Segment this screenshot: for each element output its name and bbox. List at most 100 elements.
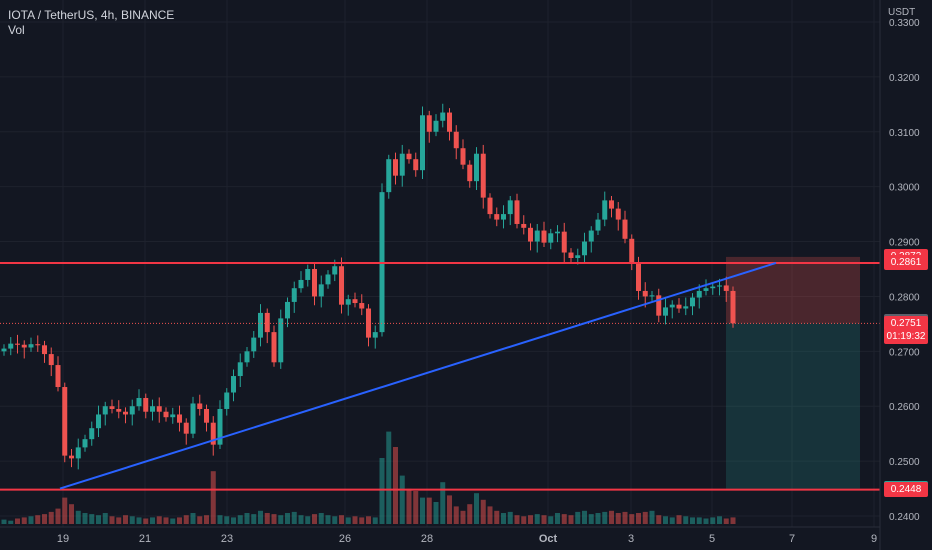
candle-body <box>521 223 527 228</box>
candle-body <box>588 230 594 242</box>
volume-bar <box>339 515 344 524</box>
volume-bar <box>170 518 176 524</box>
volume-bar <box>534 514 540 524</box>
volume-bar <box>460 510 466 524</box>
candle-body <box>96 414 101 429</box>
volume-bar <box>514 515 520 524</box>
volume-bar <box>210 471 216 524</box>
price-tick-label: 0.2500 <box>889 457 920 468</box>
candle-body <box>399 153 405 176</box>
volume-bar <box>717 516 722 524</box>
volume-bar <box>683 516 689 524</box>
volume-bar <box>622 511 628 524</box>
candle-body <box>636 263 641 291</box>
volume-bar <box>730 517 736 524</box>
time-tick-label: 5 <box>709 533 715 545</box>
volume-bar <box>318 513 324 524</box>
candle-body <box>555 231 560 234</box>
volume-bar <box>305 516 311 524</box>
volume-bar <box>82 513 88 524</box>
candle-body <box>696 290 702 298</box>
volume-bar <box>413 491 419 524</box>
candle-body <box>528 227 533 242</box>
volume-bar <box>8 520 14 524</box>
candle-body <box>676 304 682 309</box>
candle-body <box>690 297 695 307</box>
price-tick-label: 0.2600 <box>889 402 920 413</box>
volume-bar <box>109 516 115 524</box>
candle-body <box>582 241 587 256</box>
volume-bar <box>271 514 277 524</box>
volume-bar <box>440 482 446 524</box>
candle-body <box>264 312 270 333</box>
volume-bar <box>521 516 527 524</box>
volume-indicator-label[interactable]: Vol <box>8 23 25 37</box>
candle-body <box>285 301 290 319</box>
volume-bar <box>406 488 412 524</box>
candle-body <box>386 159 392 193</box>
volume-bar <box>366 516 371 524</box>
candle-body <box>143 397 149 412</box>
candle-body <box>548 233 554 243</box>
candle-body <box>426 115 432 132</box>
candle-body <box>420 115 425 171</box>
time-tick-label: 23 <box>221 533 233 545</box>
candle-body <box>197 403 203 409</box>
volume-bar <box>723 518 729 524</box>
candle-body <box>244 351 250 363</box>
candle-body <box>48 354 54 366</box>
time-axis-ticks: 19 21 23 26 28 Oct 3 5 7 9 <box>57 533 877 545</box>
volume-bar <box>28 516 34 524</box>
volume-bar <box>507 511 513 524</box>
volume-bar <box>15 518 20 524</box>
volume-bar <box>231 517 236 524</box>
price-axis-label: 0.2448 <box>884 482 928 498</box>
candle-body <box>123 411 128 415</box>
candle-body <box>406 153 412 160</box>
volume-bar <box>582 510 587 524</box>
candle-body <box>170 414 176 418</box>
volume-bar <box>224 516 230 524</box>
candle-body <box>366 308 371 338</box>
candle-body <box>460 148 466 165</box>
drawn-lines[interactable] <box>0 261 880 491</box>
volume-bar <box>609 510 614 524</box>
candle-body <box>413 159 419 171</box>
candle-body <box>271 332 277 363</box>
candle-body <box>156 406 162 412</box>
candle-body <box>8 343 14 349</box>
candle-body <box>62 387 68 456</box>
candle-body <box>629 238 635 264</box>
time-tick-label: 28 <box>421 533 433 545</box>
time-tick-label: 3 <box>628 533 634 545</box>
candle-body <box>305 268 311 280</box>
candle-body <box>258 312 263 338</box>
volume-bar <box>642 511 648 524</box>
volume-bar <box>325 515 331 524</box>
candle-body <box>298 279 304 289</box>
price-tick-label: 0.3300 <box>889 18 920 29</box>
volume-bar <box>629 514 635 524</box>
price-tick-label: 0.2900 <box>889 238 920 249</box>
candle-body <box>21 344 27 348</box>
candle-body <box>372 332 378 338</box>
volume-bar <box>156 516 162 524</box>
candle-body <box>129 406 135 415</box>
volume-bar <box>89 514 95 524</box>
volume-bar <box>487 506 493 524</box>
symbol-title[interactable]: IOTA / TetherUS, 4h, BINANCE <box>8 8 175 22</box>
volume-bar <box>264 513 270 524</box>
candle-body <box>352 299 358 304</box>
trendline <box>59 261 777 490</box>
volume-bar <box>386 431 392 524</box>
price-tick-label: 0.3100 <box>889 128 920 139</box>
candle-body <box>534 230 540 242</box>
volume-bar <box>696 517 702 524</box>
candle-body <box>89 428 95 440</box>
volume-bar <box>177 517 182 524</box>
volume-bar <box>615 513 621 524</box>
candle-body <box>345 299 351 305</box>
candle-body <box>339 266 344 305</box>
candle-body <box>595 219 601 231</box>
